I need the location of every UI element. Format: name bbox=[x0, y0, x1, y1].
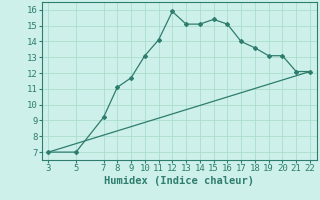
X-axis label: Humidex (Indice chaleur): Humidex (Indice chaleur) bbox=[104, 176, 254, 186]
